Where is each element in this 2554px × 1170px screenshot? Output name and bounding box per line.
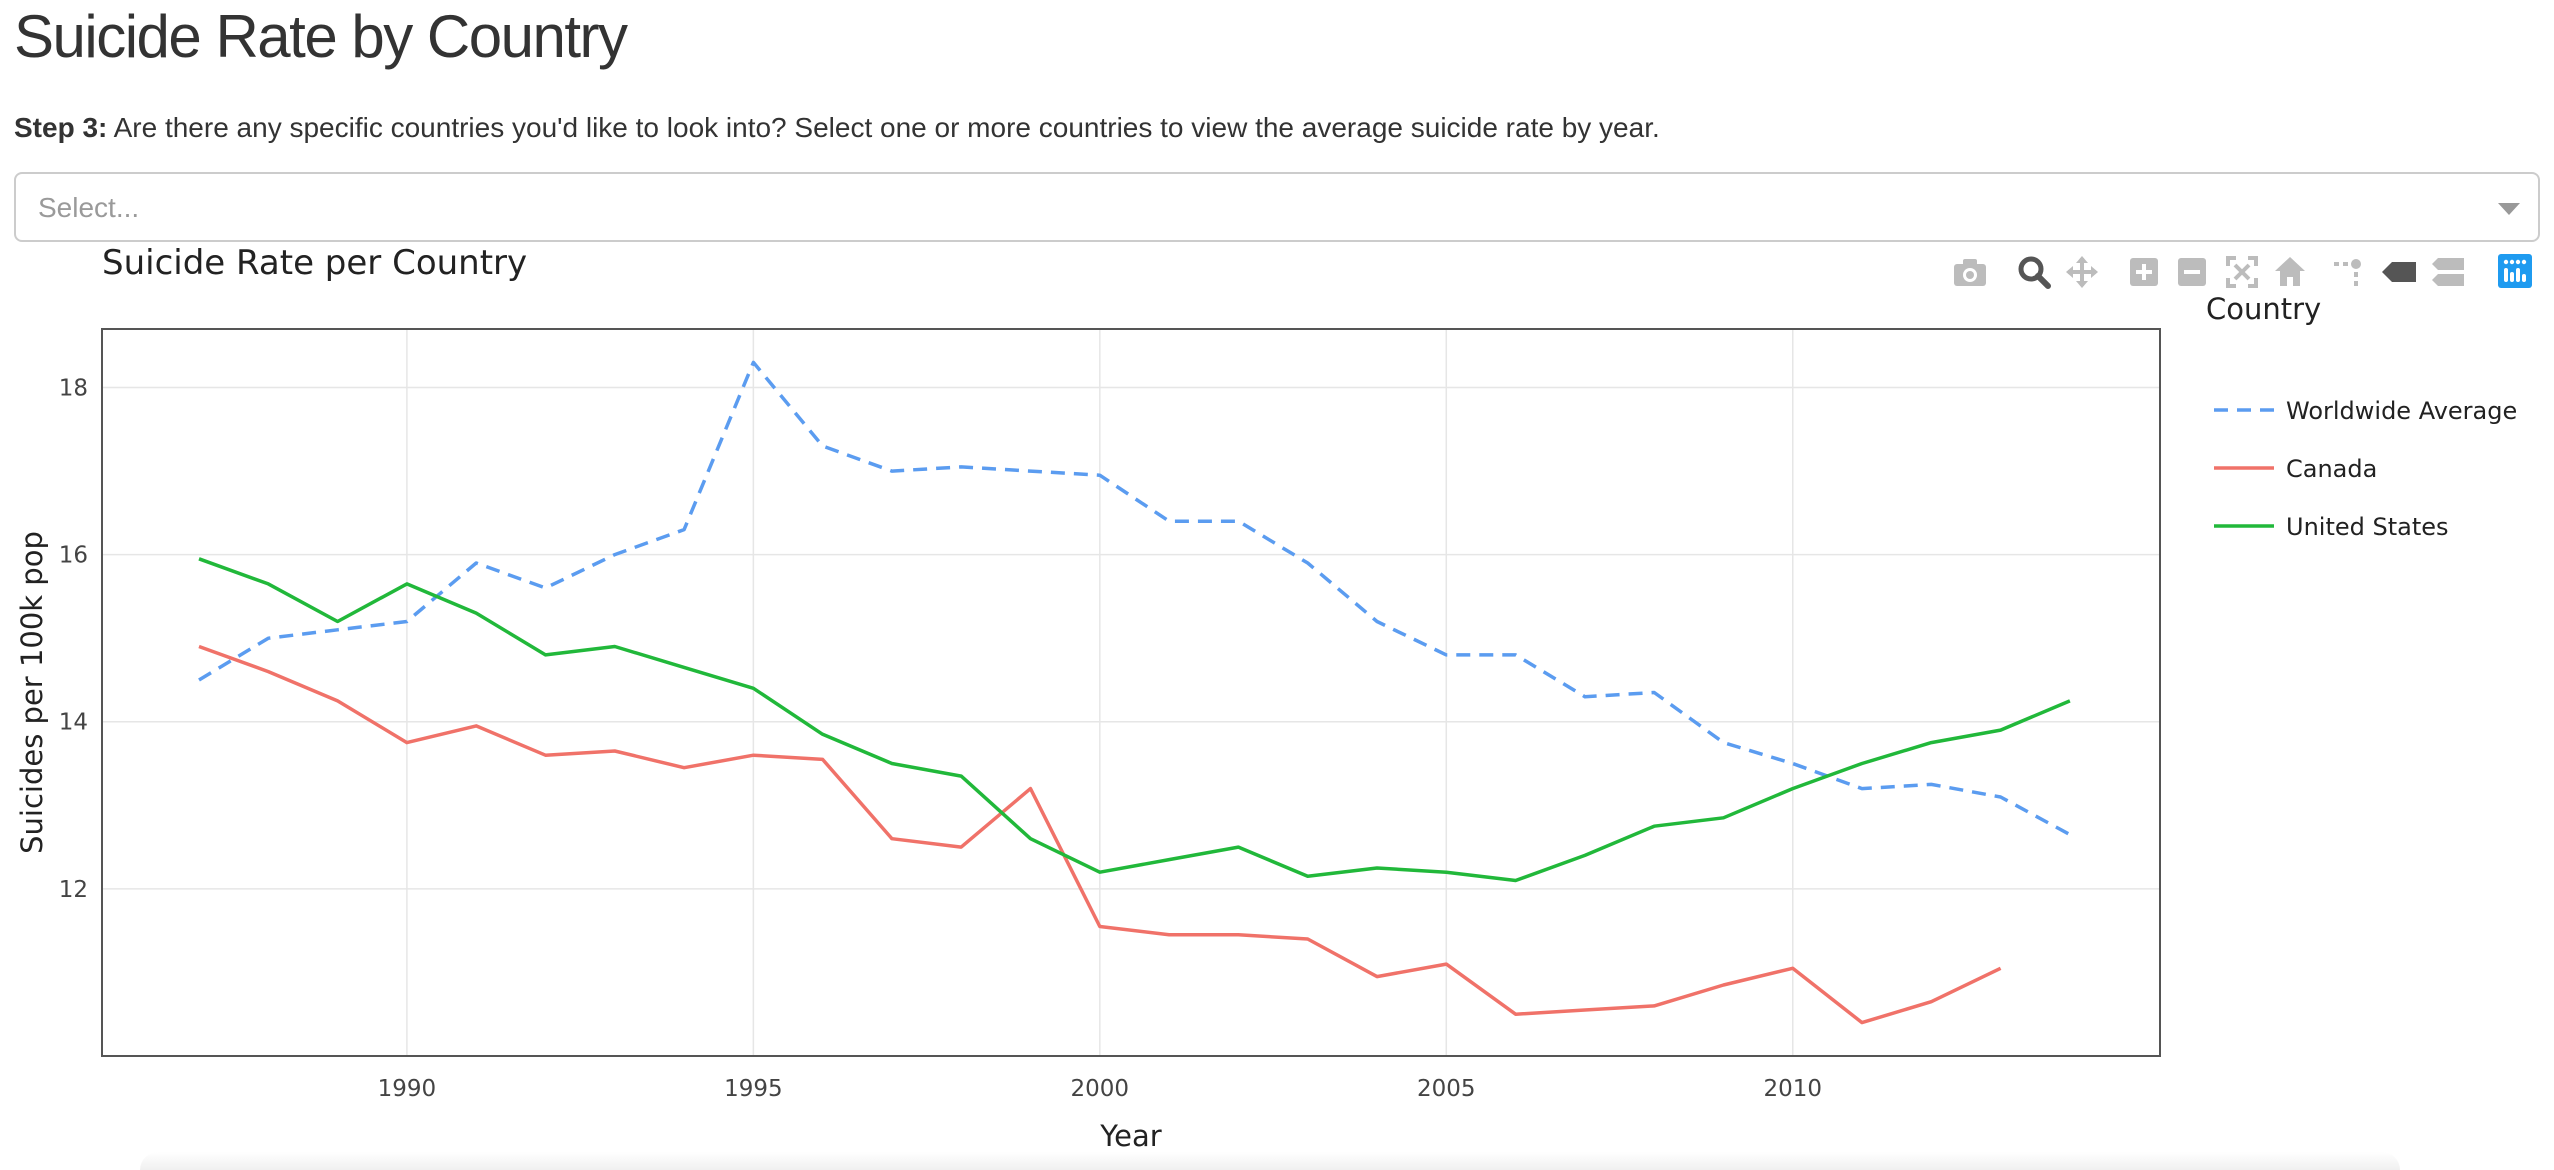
step-label: Step 3:	[14, 112, 108, 143]
legend-label: Worldwide Average	[2286, 397, 2517, 425]
legend-label: Canada	[2286, 455, 2377, 483]
autoscale-icon[interactable]	[2226, 256, 2258, 288]
x-axis-ticks: 1990 1995 2000 2005 2010	[378, 1076, 1822, 1102]
y-axis-label: Suicides per 100k pop	[15, 531, 49, 854]
legend: Country Worldwide Average Canada United St…	[2206, 292, 2517, 541]
step-description: Are there any specific countries you'd l…	[107, 112, 1660, 143]
legend-title: Country	[2206, 292, 2321, 326]
chart-modebar	[1954, 254, 2532, 289]
legend-item-worldwide-average[interactable]: Worldwide Average	[2214, 397, 2517, 425]
x-tick-label: 1990	[378, 1076, 437, 1102]
series-line-worldwide-average	[198, 360, 2071, 837]
chart-title: Suicide Rate per Country	[102, 244, 527, 283]
zoom-icon[interactable]	[2018, 256, 2051, 289]
y-tick-label: 14	[59, 710, 88, 736]
x-tick-label: 2010	[1763, 1076, 1822, 1102]
suicide-rate-chart: Suicide Rate per Country	[15, 244, 2532, 1153]
series-line-united-states	[198, 557, 2071, 883]
legend-label: United States	[2286, 513, 2449, 541]
page-title: Suicide Rate by Country	[14, 3, 628, 70]
step-instructions: Step 3: Are there any specific countries…	[14, 112, 1660, 144]
x-tick-label: 2000	[1071, 1076, 1130, 1102]
series-lines	[198, 360, 2071, 1025]
chart-container: Suicide Rate per Country	[0, 244, 2554, 1170]
legend-item-canada[interactable]: Canada	[2214, 455, 2377, 483]
plot-frame	[101, 328, 2161, 1057]
country-select[interactable]: Select...	[14, 172, 2540, 242]
spike-lines-icon[interactable]	[2334, 259, 2361, 286]
y-tick-label: 12	[59, 877, 88, 903]
zoom-out-icon[interactable]	[2178, 258, 2206, 286]
y-tick-label: 18	[59, 375, 88, 401]
camera-icon[interactable]	[1954, 259, 1986, 286]
plot-area	[101, 328, 2161, 1057]
legend-item-united-states[interactable]: United States	[2214, 513, 2449, 541]
chevron-down-icon[interactable]	[2498, 203, 2520, 215]
gridlines	[102, 329, 2160, 1056]
series-line-canada	[198, 644, 2002, 1025]
select-placeholder: Select...	[38, 192, 140, 223]
pan-icon[interactable]	[2066, 256, 2098, 288]
hover-compare-icon[interactable]	[2432, 258, 2464, 286]
y-tick-label: 16	[59, 543, 88, 569]
plotly-logo-icon[interactable]	[2498, 254, 2532, 288]
y-axis-ticks: 12 14 16 18	[59, 375, 88, 902]
x-axis-label: Year	[1099, 1119, 1161, 1153]
plot-background	[102, 329, 2160, 1056]
card-shadow	[140, 1152, 2400, 1170]
x-tick-label: 2005	[1417, 1076, 1476, 1102]
home-icon[interactable]	[2275, 257, 2305, 286]
zoom-in-icon[interactable]	[2130, 258, 2158, 286]
x-tick-label: 1995	[724, 1076, 783, 1102]
hover-closest-icon[interactable]	[2382, 262, 2416, 282]
legend-items: Worldwide Average Canada United States	[2214, 397, 2517, 541]
